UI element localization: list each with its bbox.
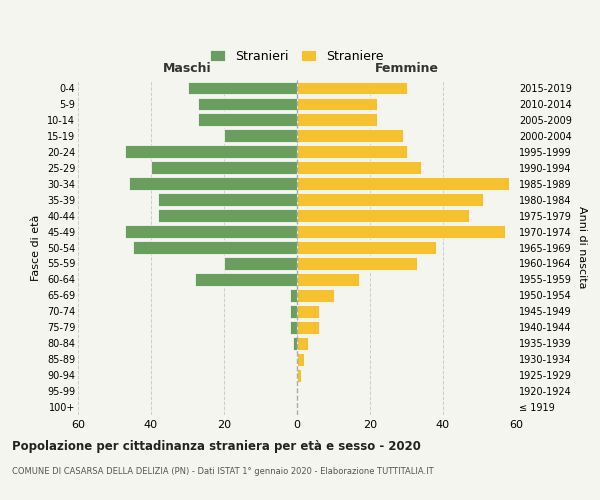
Bar bbox=[297, 368, 301, 382]
Bar bbox=[224, 130, 297, 142]
Bar bbox=[224, 257, 297, 270]
Bar bbox=[187, 82, 297, 94]
Text: COMUNE DI CASARSA DELLA DELIZIA (PN) - Dati ISTAT 1° gennaio 2020 - Elaborazione: COMUNE DI CASARSA DELLA DELIZIA (PN) - D… bbox=[12, 468, 434, 476]
Bar bbox=[297, 194, 483, 206]
Bar bbox=[125, 146, 297, 158]
Text: Femmine: Femmine bbox=[374, 62, 439, 75]
Bar bbox=[133, 241, 297, 254]
Bar bbox=[297, 225, 505, 238]
Bar bbox=[297, 162, 421, 174]
Bar bbox=[290, 289, 297, 302]
Bar bbox=[151, 162, 297, 174]
Bar bbox=[158, 209, 297, 222]
Bar bbox=[297, 241, 436, 254]
Bar bbox=[293, 337, 297, 349]
Y-axis label: Anni di nascita: Anni di nascita bbox=[577, 206, 587, 289]
Bar bbox=[195, 273, 297, 286]
Bar bbox=[297, 289, 334, 302]
Bar bbox=[297, 321, 319, 334]
Bar bbox=[297, 209, 469, 222]
Bar bbox=[297, 130, 403, 142]
Bar bbox=[297, 114, 377, 126]
Bar bbox=[297, 98, 377, 110]
Bar bbox=[297, 353, 304, 366]
Bar bbox=[297, 305, 319, 318]
Y-axis label: Fasce di età: Fasce di età bbox=[31, 214, 41, 280]
Bar bbox=[297, 273, 359, 286]
Text: Maschi: Maschi bbox=[163, 62, 212, 75]
Bar bbox=[290, 305, 297, 318]
Bar bbox=[129, 178, 297, 190]
Bar bbox=[199, 114, 297, 126]
Bar bbox=[297, 146, 407, 158]
Bar bbox=[297, 337, 308, 349]
Bar bbox=[125, 225, 297, 238]
Bar bbox=[290, 321, 297, 334]
Bar bbox=[199, 98, 297, 110]
Text: Popolazione per cittadinanza straniera per età e sesso - 2020: Popolazione per cittadinanza straniera p… bbox=[12, 440, 421, 453]
Bar bbox=[297, 178, 509, 190]
Bar bbox=[297, 257, 418, 270]
Bar bbox=[297, 82, 407, 94]
Bar bbox=[158, 194, 297, 206]
Legend: Stranieri, Straniere: Stranieri, Straniere bbox=[206, 46, 388, 66]
